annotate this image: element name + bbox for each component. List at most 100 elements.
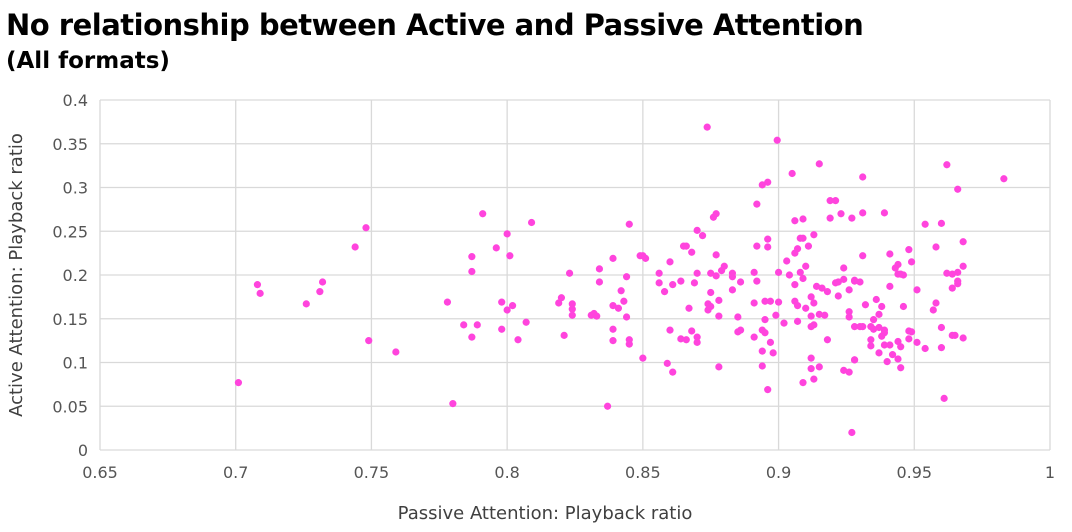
data-point [796, 268, 804, 276]
data-point [913, 338, 921, 346]
data-point [506, 252, 514, 260]
data-point [712, 272, 720, 280]
data-point [932, 243, 940, 251]
data-point [498, 325, 506, 333]
x-tick-label: 1 [1045, 463, 1055, 482]
data-point [859, 252, 867, 260]
data-point [693, 269, 701, 277]
data-point [856, 278, 864, 286]
data-point [660, 288, 669, 296]
data-point [688, 327, 696, 335]
data-point [498, 298, 506, 306]
data-point [886, 282, 894, 290]
data-point [774, 298, 783, 306]
data-point [810, 231, 818, 239]
data-point [821, 311, 829, 319]
data-point [753, 200, 761, 208]
data-point [449, 400, 457, 408]
data-point [595, 278, 604, 286]
data-point [669, 368, 677, 376]
data-point [929, 306, 937, 314]
data-point [693, 333, 701, 341]
data-point [234, 379, 243, 387]
gridlines [99, 99, 1051, 451]
data-point [362, 224, 370, 232]
y-tick-label: 0.15 [52, 310, 88, 329]
data-point [937, 344, 946, 352]
data-point [736, 278, 745, 286]
data-point [875, 349, 883, 357]
chart-subtitle: (All formats) [6, 48, 170, 74]
data-point [773, 136, 781, 144]
data-point [807, 293, 815, 301]
data-point [620, 297, 628, 305]
data-point [823, 336, 832, 344]
data-point [690, 279, 699, 287]
data-point [845, 313, 853, 321]
data-point [365, 337, 373, 345]
data-point [256, 289, 264, 297]
data-point [886, 341, 894, 349]
data-point [807, 365, 815, 373]
data-point [715, 363, 723, 371]
data-point [799, 234, 807, 242]
data-point [769, 349, 777, 357]
data-point [937, 323, 946, 332]
data-point [568, 300, 576, 308]
data-point [761, 329, 769, 337]
data-point [831, 197, 840, 205]
data-point [468, 253, 476, 261]
data-point [617, 287, 625, 295]
data-point [560, 331, 568, 339]
data-point [834, 278, 842, 286]
data-point [793, 317, 802, 325]
data-point [758, 181, 766, 189]
data-point [859, 173, 867, 181]
data-point [750, 299, 758, 307]
data-point [791, 217, 799, 225]
data-point [815, 363, 823, 371]
data-point [753, 277, 761, 285]
data-point [764, 178, 772, 186]
y-tick-label: 0.2 [63, 266, 88, 285]
data-point [753, 242, 761, 250]
data-point [869, 316, 878, 324]
data-point [609, 302, 617, 310]
data-point [557, 294, 566, 302]
data-point [595, 265, 604, 273]
data-point [318, 278, 327, 286]
data-point [565, 269, 574, 277]
data-point [878, 332, 886, 340]
data-point [641, 254, 650, 262]
data-point [639, 354, 647, 362]
data-point [845, 286, 853, 294]
data-point [921, 220, 929, 228]
data-point [793, 245, 802, 253]
data-point [943, 161, 951, 169]
x-tick-labels: 0.65 0.7 0.75 0.8 0.85 0.9 0.95 1 [82, 463, 1055, 482]
x-tick-label: 0.9 [766, 463, 791, 482]
y-axis-title: Active Attention: Playback ratio [6, 133, 27, 417]
data-point [698, 232, 707, 240]
data-point [804, 242, 813, 250]
data-point [848, 214, 856, 222]
data-point [508, 302, 517, 310]
data-point [761, 297, 769, 305]
data-point [468, 333, 476, 341]
data-point [905, 335, 913, 343]
data-point [954, 268, 962, 276]
y-tick-label: 0.35 [52, 135, 88, 154]
data-point [880, 209, 889, 217]
data-point [693, 226, 701, 234]
data-point [460, 321, 468, 329]
data-point [815, 310, 823, 318]
data-point [823, 288, 832, 296]
x-tick-label: 0.95 [896, 463, 932, 482]
data-point [734, 313, 742, 321]
data-point [712, 210, 720, 218]
data-point [736, 326, 745, 334]
data-point [888, 351, 897, 359]
data-point [848, 428, 856, 437]
data-point [479, 210, 487, 218]
